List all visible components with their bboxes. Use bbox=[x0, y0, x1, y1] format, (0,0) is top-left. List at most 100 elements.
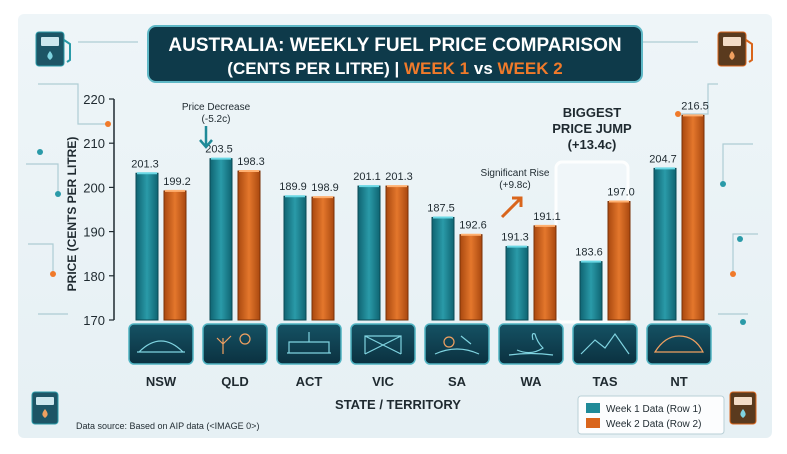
jump-text-line2: PRICE JUMP bbox=[552, 121, 632, 136]
data-label: 191.1 bbox=[533, 211, 561, 223]
circuit-nodes bbox=[37, 111, 746, 325]
down-arrow-icon bbox=[199, 126, 213, 149]
subtitle-week2: WEEK 2 bbox=[498, 59, 563, 78]
legend-label-week1: Week 1 Data (Row 1) bbox=[606, 404, 701, 415]
x-tick-labels: NSW QLD ACT VIC SA WA TAS NT bbox=[146, 374, 688, 389]
data-label: 183.6 bbox=[575, 247, 603, 259]
chart-subtitle: (CENTS PER LITRE) | WEEK 1 vs WEEK 2 bbox=[227, 59, 562, 78]
bar-vic-week1 bbox=[357, 185, 381, 321]
x-tick-label-nt: NT bbox=[670, 374, 687, 389]
fuel-pump-icon bbox=[729, 391, 757, 425]
data-label: 192.6 bbox=[459, 220, 487, 232]
bar-nt-week1 bbox=[653, 167, 677, 321]
data-label: 201.1 bbox=[353, 171, 381, 183]
state-tile-act bbox=[276, 323, 342, 365]
data-label: 203.5 bbox=[205, 144, 233, 156]
jump-text-line3: (+13.4c) bbox=[568, 137, 617, 152]
bar-sa-week1 bbox=[431, 216, 455, 321]
x-axis-label: STATE / TERRITORY bbox=[335, 397, 461, 412]
data-label: 198.3 bbox=[237, 156, 265, 168]
bar-nsw-week2 bbox=[163, 190, 187, 321]
wa-landmark-icon bbox=[508, 333, 554, 356]
rise-text-line2: (+9.8c) bbox=[499, 180, 530, 191]
bar-vic-week2 bbox=[385, 185, 409, 321]
state-tile-tas bbox=[572, 323, 638, 365]
tas-landmark-icon bbox=[580, 332, 630, 355]
act-landmark-icon bbox=[287, 332, 331, 354]
x-tick-label-qld: QLD bbox=[221, 374, 248, 389]
bar-wa-week1 bbox=[505, 246, 529, 321]
chart-title: AUSTRALIA: WEEKLY FUEL PRICE COMPARISON bbox=[168, 35, 621, 56]
data-label: 199.2 bbox=[163, 176, 191, 188]
y-ticks: 170 180 190 200 210 220 bbox=[83, 92, 114, 328]
data-label: 201.3 bbox=[385, 171, 413, 183]
state-tile-vic bbox=[350, 323, 416, 365]
bar-nt-week2 bbox=[681, 114, 705, 321]
bar-tas-week1 bbox=[579, 261, 603, 321]
bar-labels: 201.3 199.2 203.5 198.3 189.9 198.9 201.1 201.3… bbox=[131, 100, 709, 258]
nsw-landmark-icon bbox=[137, 340, 185, 353]
nt-landmark-icon bbox=[653, 335, 704, 353]
x-tick-label-sa: SA bbox=[448, 374, 467, 389]
y-tick-label: 170 bbox=[83, 313, 105, 328]
title-banner: AUSTRALIA: WEEKLY FUEL PRICE COMPARISON … bbox=[147, 25, 643, 83]
bar-wa-week2 bbox=[533, 225, 557, 321]
y-tick-label: 220 bbox=[83, 92, 105, 107]
bar-tas-week2 bbox=[607, 201, 631, 321]
bar-qld-week1 bbox=[209, 158, 233, 321]
rise-text-line1: Significant Rise bbox=[481, 168, 550, 179]
y-tick-label: 210 bbox=[83, 136, 105, 151]
state-tile-wa bbox=[498, 323, 564, 365]
state-tile-nt bbox=[646, 323, 712, 365]
significant-rise-annotation: Significant Rise (+9.8c) bbox=[481, 168, 550, 219]
fuel-pump-icon bbox=[31, 391, 59, 425]
x-tick-label-act: ACT bbox=[296, 374, 323, 389]
legend-swatch-week1 bbox=[586, 403, 600, 413]
data-label: 201.3 bbox=[131, 158, 159, 170]
y-tick-label: 180 bbox=[83, 269, 105, 284]
state-tile-sa bbox=[424, 323, 490, 365]
y-tick-label: 200 bbox=[83, 180, 105, 195]
up-arrow-icon bbox=[500, 196, 523, 219]
bar-nsw-week1 bbox=[135, 172, 159, 321]
x-tick-label-nsw: NSW bbox=[146, 374, 177, 389]
legend: Week 1 Data (Row 1) Week 2 Data (Row 2) bbox=[577, 395, 725, 435]
fuel-pump-icon bbox=[35, 31, 71, 67]
x-tick-label-vic: VIC bbox=[372, 374, 394, 389]
y-tick-label: 190 bbox=[83, 225, 105, 240]
legend-swatch-week2 bbox=[586, 418, 600, 428]
data-source-note: Data source: Based on AIP data (<IMAGE 0… bbox=[76, 421, 259, 431]
bar-qld-week2 bbox=[237, 170, 261, 321]
state-tile-nsw bbox=[128, 323, 194, 365]
bar-act-week2 bbox=[311, 196, 335, 321]
data-label: 204.7 bbox=[649, 153, 677, 165]
state-tile-qld bbox=[202, 323, 268, 365]
fuel-pump-icon bbox=[717, 31, 753, 67]
subtitle-prefix: (CENTS PER LITRE) | bbox=[227, 59, 404, 78]
circuit-decoration bbox=[26, 41, 758, 315]
price-decrease-annotation: Price Decrease (-5.2c) bbox=[182, 102, 251, 149]
subtitle-week1: WEEK 1 bbox=[404, 59, 469, 78]
x-tick-label-tas: TAS bbox=[592, 374, 617, 389]
sa-landmark-icon bbox=[434, 335, 480, 355]
bars bbox=[135, 114, 705, 321]
subtitle-vs: vs bbox=[469, 59, 497, 78]
state-tiles bbox=[128, 323, 712, 365]
data-label: 198.9 bbox=[311, 182, 339, 194]
data-label: 197.0 bbox=[607, 187, 635, 199]
bar-sa-week2 bbox=[459, 234, 483, 321]
biggest-jump-annotation: BIGGEST PRICE JUMP (+13.4c) bbox=[552, 105, 632, 152]
jump-text-line1: BIGGEST bbox=[563, 105, 622, 120]
qld-landmark-icon bbox=[216, 333, 251, 354]
data-label: 191.3 bbox=[501, 232, 529, 244]
data-label: 189.9 bbox=[279, 181, 307, 193]
chart-canvas: AUSTRALIA: WEEKLY FUEL PRICE COMPARISON … bbox=[18, 14, 772, 438]
bar-act-week1 bbox=[283, 195, 307, 321]
decrease-text-line1: Price Decrease bbox=[182, 102, 251, 113]
data-label: 187.5 bbox=[427, 202, 455, 214]
decrease-text-line2: (-5.2c) bbox=[202, 114, 231, 125]
y-axis-label: PRICE (CENTS PER LITRE) bbox=[65, 137, 79, 292]
data-label: 216.5 bbox=[681, 100, 709, 112]
vic-landmark-icon bbox=[364, 335, 402, 355]
x-tick-label-wa: WA bbox=[521, 374, 543, 389]
